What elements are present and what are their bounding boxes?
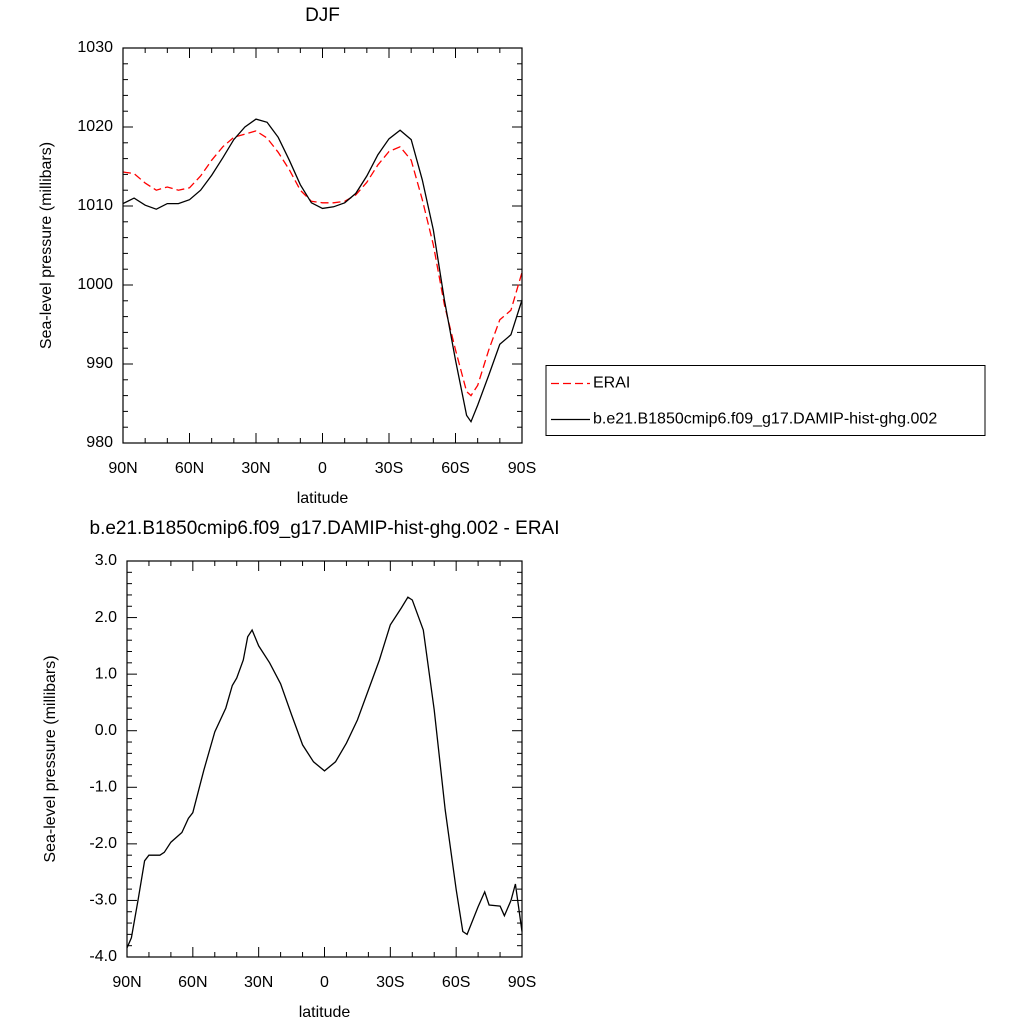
y-tick-label: 3.0 [95,552,117,569]
y-tick-label: 1020 [77,118,113,135]
y-tick-label: 1010 [77,197,113,214]
x-tick-label: 0 [318,460,327,477]
y-tick-label: -1.0 [89,779,117,796]
y-tick-label: 1000 [77,276,113,293]
plot-frame [122,47,523,444]
y-tick-label: -4.0 [89,948,117,965]
y-axis-label: Sea-level pressure (millibars) [38,142,55,349]
y-tick-label: 1.0 [95,665,117,682]
x-tick-label: 90S [508,460,536,477]
y-tick-label: 0.0 [95,722,117,739]
x-tick-label: 90N [112,974,141,991]
plot-frame [126,560,523,958]
y-tick-label: 990 [86,355,113,372]
y-tick-label: 1030 [77,39,113,56]
y-axis-label: Sea-level pressure (millibars) [42,655,59,862]
legend-label: b.e21.B1850cmip6.f09_g17.DAMIP-hist-ghg.… [593,411,937,428]
chart-title: DJF [305,5,340,26]
x-tick-label: 60S [442,974,470,991]
x-tick-label: 60N [178,974,207,991]
y-tick-label: -2.0 [89,835,117,852]
data-line [122,118,523,424]
x-tick-label: 30S [375,460,403,477]
legend-label: ERAI [593,375,630,392]
x-tick-label: 60S [441,460,469,477]
x-tick-label: 30S [376,974,404,991]
data-line [122,130,523,397]
x-tick-label: 0 [320,974,329,991]
x-axis-label: latitude [299,1004,351,1021]
x-tick-label: 60N [175,460,204,477]
chart-title: b.e21.B1850cmip6.f09_g17.DAMIP-hist-ghg.… [90,518,560,539]
x-tick-label: 30N [244,974,273,991]
y-tick-label: 980 [86,434,113,451]
x-tick-label: 90S [508,974,536,991]
y-tick-label: 2.0 [95,609,117,626]
y-tick-label: -3.0 [89,892,117,909]
x-tick-label: 90N [108,460,137,477]
x-axis-label: latitude [297,490,349,507]
x-tick-label: 30N [241,460,270,477]
legend-box [545,365,986,436]
data-line [126,596,523,949]
